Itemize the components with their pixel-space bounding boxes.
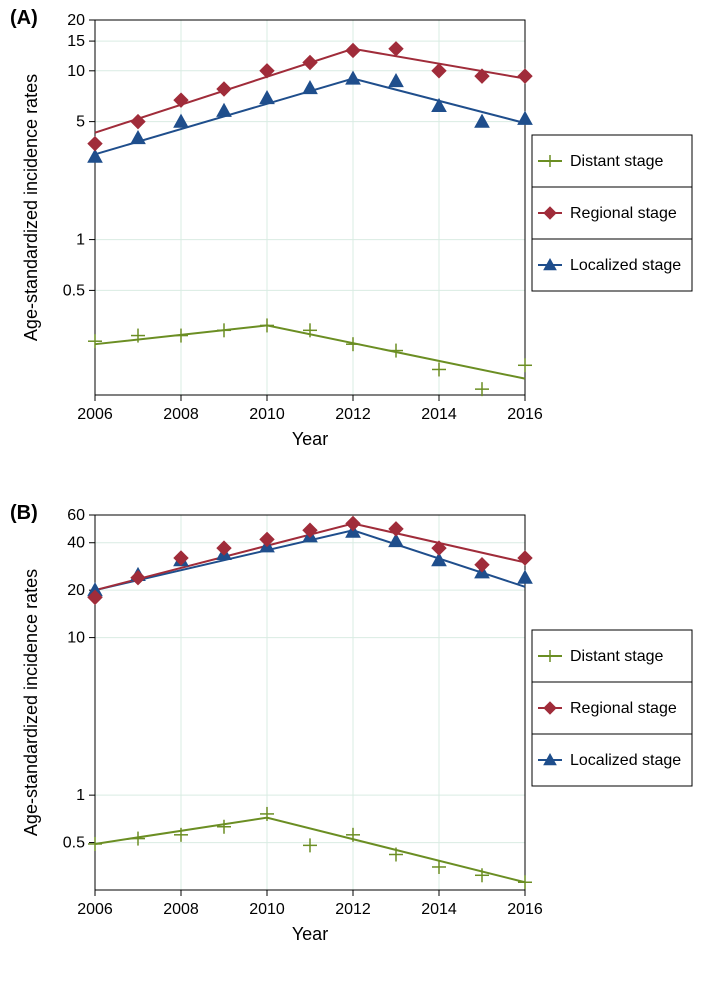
x-tick-label: 2008 [163, 901, 199, 918]
y-tick-label: 5 [76, 114, 85, 131]
chart-panel-a: 2006200820102012201420160.515101520YearA… [0, 0, 709, 495]
y-tick-label: 1 [76, 787, 85, 804]
legend-label: Regional stage [570, 700, 677, 717]
y-tick-label: 15 [67, 33, 85, 50]
legend-label: Localized stage [570, 752, 681, 769]
panel-tag: (B) [10, 502, 38, 524]
legend: Distant stage Regional stage Localized sta… [532, 630, 692, 786]
x-tick-label: 2012 [335, 406, 371, 423]
y-tick-label: 40 [67, 535, 85, 552]
y-tick-label: 10 [67, 63, 85, 80]
plot-area [95, 20, 525, 395]
y-tick-label: 20 [67, 582, 85, 599]
legend: Distant stage Regional stage Localized sta… [532, 135, 692, 291]
y-tick-label: 1 [76, 232, 85, 249]
legend-label: Distant stage [570, 648, 663, 665]
y-axis-label: Age-standardized incidence rates [21, 74, 41, 341]
y-tick-label: 60 [67, 507, 85, 524]
legend-label: Localized stage [570, 257, 681, 274]
x-tick-label: 2006 [77, 901, 113, 918]
legend-label: Regional stage [570, 205, 677, 222]
legend-label: Distant stage [570, 153, 663, 170]
x-tick-label: 2014 [421, 406, 457, 423]
panel-a: 2006200820102012201420160.515101520YearA… [0, 0, 709, 495]
x-axis-label: Year [292, 429, 328, 449]
y-tick-label: 0.5 [63, 835, 85, 852]
x-tick-label: 2010 [249, 406, 285, 423]
y-tick-label: 0.5 [63, 282, 85, 299]
y-axis-label: Age-standardized incidence rates [21, 569, 41, 836]
y-tick-label: 20 [67, 12, 85, 29]
x-tick-label: 2010 [249, 901, 285, 918]
chart-panel-b: 2006 2008 2010 2012 2014 2016 0.5 1 10 20 40 60 Year… [0, 495, 709, 990]
x-tick-label: 2006 [77, 406, 113, 423]
y-tick-label: 10 [67, 630, 85, 647]
panel-b: 2006 2008 2010 2012 2014 2016 0.5 1 10 20 40 60 Year… [0, 495, 709, 990]
x-tick-label: 2008 [163, 406, 199, 423]
x-tick-label: 2016 [507, 406, 543, 423]
panel-tag: (A) [10, 7, 38, 29]
x-tick-label: 2014 [421, 901, 457, 918]
x-tick-label: 2016 [507, 901, 543, 918]
x-tick-label: 2012 [335, 901, 371, 918]
x-axis-label: Year [292, 924, 328, 944]
